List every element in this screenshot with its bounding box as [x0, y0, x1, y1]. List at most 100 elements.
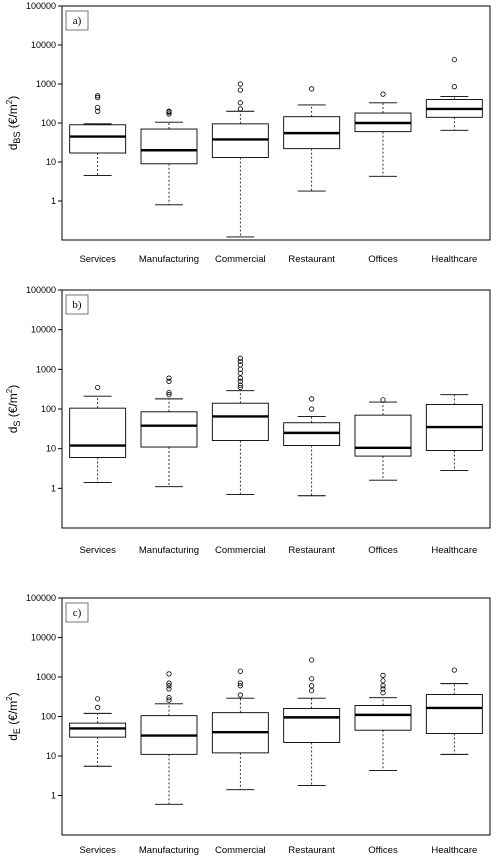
outlier-point — [309, 676, 315, 682]
outlier-point — [380, 683, 386, 689]
outlier-point — [451, 57, 457, 63]
box-healthcare — [425, 394, 483, 472]
y-tick-label: 100 — [41, 118, 56, 128]
outlier-point — [309, 683, 315, 689]
outlier-point — [166, 686, 172, 692]
outlier-point — [166, 375, 172, 381]
y-tick-label: 10000 — [31, 40, 56, 50]
y-tick-label: 100000 — [26, 285, 56, 295]
x-category-label: Healthcare — [431, 845, 477, 856]
x-category-label: Restaurant — [288, 545, 335, 556]
y-axis-label: dBS (€/m2) — [5, 96, 22, 151]
box-services — [69, 384, 127, 483]
box-commercial — [211, 81, 269, 238]
iqr-box — [69, 722, 127, 738]
outlier-point — [237, 87, 243, 93]
outlier-point — [95, 108, 101, 114]
y-tick-label: 1 — [51, 483, 56, 493]
x-category-label: Services — [79, 845, 116, 856]
outlier-point — [237, 692, 243, 698]
outlier-point — [309, 406, 315, 412]
box-restaurant — [283, 86, 341, 192]
box-commercial — [211, 668, 269, 791]
iqr-box — [211, 123, 269, 159]
box-manufacturing — [140, 108, 198, 206]
outlier-point — [237, 355, 243, 361]
outlier-point — [95, 696, 101, 702]
outlier-point — [166, 671, 172, 677]
outlier-point — [166, 111, 172, 117]
outlier-point — [309, 657, 315, 663]
outlier-point — [237, 362, 243, 368]
y-axis-label: dE (€/m2) — [5, 692, 22, 741]
outlier-point — [95, 384, 101, 391]
outlier-point — [237, 680, 243, 686]
box-manufacturing — [140, 375, 198, 488]
box-services — [69, 93, 127, 176]
outlier-point — [166, 378, 172, 384]
plot-frame — [61, 597, 491, 836]
iqr-box — [354, 414, 412, 457]
iqr-box — [283, 422, 341, 446]
y-tick-label: 1000 — [36, 364, 56, 374]
x-category-label: Manufacturing — [139, 254, 199, 265]
outlier-point — [309, 396, 315, 402]
outlier-point — [237, 378, 243, 384]
x-category-label: Services — [79, 545, 116, 556]
outlier-point — [237, 375, 243, 381]
outlier-point — [451, 84, 457, 90]
y-tick-label: 1 — [51, 196, 56, 206]
outlier-point — [95, 704, 101, 710]
outlier-point — [166, 108, 172, 114]
outlier-point — [95, 93, 101, 99]
outlier-point — [309, 688, 315, 694]
panel-label: c) — [73, 607, 82, 619]
x-category-label: Restaurant — [288, 254, 335, 265]
iqr-box — [425, 694, 483, 735]
outlier-point — [237, 358, 243, 364]
outlier-point — [237, 106, 243, 112]
box-restaurant — [283, 657, 341, 786]
outlier-point — [380, 397, 386, 403]
y-tick-label: 10000 — [31, 325, 56, 335]
x-category-label: Healthcare — [431, 254, 477, 265]
x-category-label: Offices — [368, 254, 398, 265]
chart-panel-2: b) 1 10 100 1000 10000 100000 dS (€/m2) Services… — [5, 285, 491, 556]
box-manufacturing — [140, 671, 198, 805]
outlier-point — [95, 104, 101, 111]
chart-panel-3: c) 1 10 100 1000 10000 100000 dE (€/m2) Services… — [5, 593, 491, 856]
outlier-point — [237, 668, 243, 674]
plot-frame — [61, 289, 491, 529]
x-category-label: Commercial — [215, 254, 266, 265]
outlier-point — [166, 389, 172, 396]
box-services — [69, 696, 127, 767]
y-tick-label: 10 — [46, 751, 56, 761]
outlier-point — [166, 680, 172, 686]
iqr-box — [69, 124, 127, 154]
outlier-point — [237, 370, 243, 376]
outlier-point — [237, 100, 243, 106]
outlier-point — [380, 672, 386, 678]
box-commercial — [211, 355, 269, 495]
chart-panel-1: a) 1 10 100 1000 10000 100000 dBS (€/m2) Service… — [5, 1, 491, 265]
y-tick-label: 10 — [46, 157, 56, 167]
x-category-label: Healthcare — [431, 545, 477, 556]
outlier-point — [380, 686, 386, 692]
box-healthcare — [425, 667, 483, 755]
plot-frame — [61, 5, 491, 241]
panel-label-box — [65, 10, 89, 31]
panel-label-box — [65, 602, 89, 623]
outlier-point — [237, 81, 243, 87]
iqr-box — [211, 402, 269, 442]
x-category-label: Offices — [368, 545, 398, 556]
x-category-label: Restaurant — [288, 845, 335, 856]
outlier-point — [380, 678, 386, 684]
y-tick-label: 10000 — [31, 633, 56, 643]
x-category-label: Manufacturing — [139, 845, 199, 856]
y-tick-label: 1000 — [36, 672, 56, 682]
box-offices — [354, 91, 412, 177]
box-offices — [354, 672, 412, 771]
outlier-point — [237, 683, 243, 689]
y-tick-label: 100 — [41, 404, 56, 414]
